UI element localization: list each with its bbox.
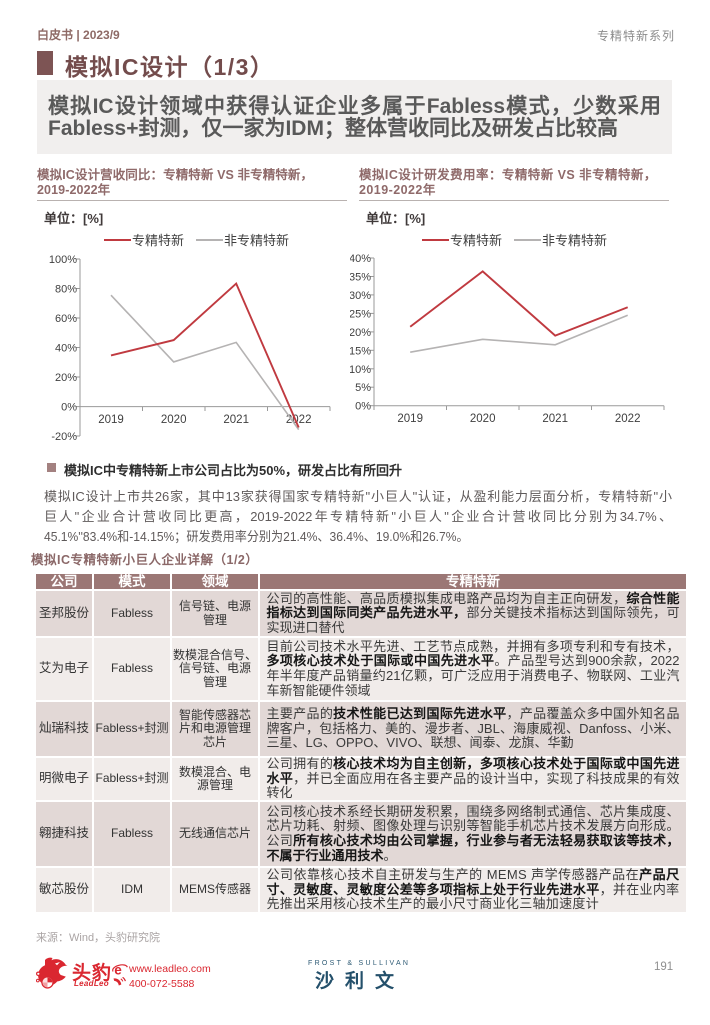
svg-text:15%: 15% <box>350 345 371 357</box>
svg-text:40%: 40% <box>350 253 371 265</box>
svg-text:35%: 35% <box>350 272 371 284</box>
svg-text:e: e <box>114 963 122 978</box>
svg-text:2020: 2020 <box>161 414 187 426</box>
svg-text:25%: 25% <box>350 308 371 320</box>
svg-text:0%: 0% <box>61 402 77 414</box>
svg-text:2022: 2022 <box>615 413 641 425</box>
svg-text:20%: 20% <box>55 372 77 384</box>
svg-text:2019: 2019 <box>397 413 423 425</box>
svg-text:100%: 100% <box>49 254 77 266</box>
svg-text:2022: 2022 <box>286 414 312 426</box>
svg-text:2021: 2021 <box>542 413 568 425</box>
svg-text:2020: 2020 <box>470 413 496 425</box>
svg-text:2019: 2019 <box>98 414 124 426</box>
svg-text:20%: 20% <box>350 327 371 339</box>
svg-text:30%: 30% <box>350 290 371 302</box>
svg-text:-20%: -20% <box>51 431 77 443</box>
svg-text:40%: 40% <box>55 343 77 355</box>
svg-text:10%: 10% <box>350 364 371 376</box>
svg-text:2021: 2021 <box>223 414 249 426</box>
svg-text:60%: 60% <box>55 313 77 325</box>
svg-text:5%: 5% <box>355 382 371 394</box>
svg-text:80%: 80% <box>55 284 77 296</box>
svg-text:0%: 0% <box>355 401 371 413</box>
